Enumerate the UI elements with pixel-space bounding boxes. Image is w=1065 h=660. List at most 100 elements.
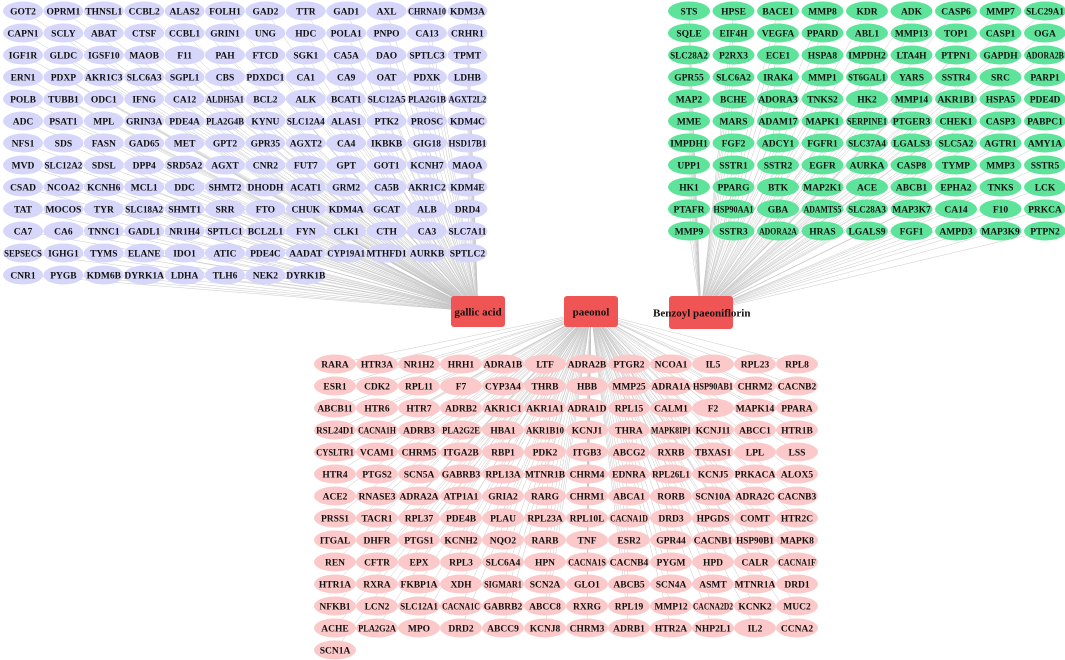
node-label: HSPA5 xyxy=(986,95,1016,105)
node-ellipse xyxy=(734,464,776,484)
node-label: DRD3 xyxy=(658,514,684,524)
target-node-agxt2l2: AGXT2L2 xyxy=(447,89,488,109)
node-ellipse xyxy=(692,574,734,594)
node-label: MAP3K7 xyxy=(892,205,931,215)
node-label: MAP2 xyxy=(676,95,703,105)
node-label: PLA2G4B xyxy=(206,117,244,127)
target-node-kcnj5: KCNJ5 xyxy=(692,464,734,484)
node-label: RPL23 xyxy=(741,360,770,370)
node-ellipse xyxy=(1024,111,1065,131)
target-node-prosc: PROSC xyxy=(407,111,447,131)
node-ellipse xyxy=(83,221,124,241)
edge-tacr1 xyxy=(376,311,592,519)
node-label: SQLE xyxy=(676,29,701,39)
target-node-mmp12: MMP12 xyxy=(650,596,692,616)
target-node-akr1b10: AKR1B10 xyxy=(524,420,566,440)
node-label: RARG xyxy=(531,492,560,502)
node-label: HTR2C xyxy=(781,514,813,524)
node-ellipse xyxy=(757,221,799,241)
node-label: RPL37 xyxy=(405,514,434,524)
target-node-capn1: CAPN1 xyxy=(3,23,43,43)
target-node-slc6a2: SLC6A2 xyxy=(712,67,755,87)
node-ellipse xyxy=(43,67,84,87)
target-node-map3k7: MAP3K7 xyxy=(890,199,933,219)
target-node-pah: PAH xyxy=(205,45,245,65)
node-ellipse xyxy=(712,155,755,175)
target-node-p2rx3: P2RX3 xyxy=(712,45,755,65)
node-ellipse xyxy=(440,486,482,506)
target-node-kynu: KYNU xyxy=(245,111,286,131)
edge-fyn xyxy=(305,230,479,312)
target-node-fasn: FASN xyxy=(83,133,124,153)
target-node-mmp9: MMP9 xyxy=(668,221,710,241)
node-ellipse xyxy=(608,420,650,440)
node-label: HSP90AA1 xyxy=(714,205,754,215)
node-label: MMP9 xyxy=(675,227,704,237)
target-node-lck: LCK xyxy=(1024,177,1065,197)
node-ellipse xyxy=(124,89,165,109)
node-label: HSPA8 xyxy=(808,51,838,61)
node-label: CCBL1 xyxy=(169,29,200,39)
node-label: AKR1C1 xyxy=(484,404,522,414)
edge-ppard xyxy=(700,32,823,313)
node-ellipse xyxy=(890,45,933,65)
node-label: AGXT xyxy=(211,161,239,171)
target-node-slc6a3: SLC6A3 xyxy=(124,67,165,87)
target-node-ace: ACE xyxy=(846,177,888,197)
node-ellipse xyxy=(935,221,977,241)
node-label: GADL1 xyxy=(128,227,160,237)
target-node-slc12a2: SLC12A2 xyxy=(43,155,84,175)
target-node-akr1c2: AKR1C2 xyxy=(407,177,447,197)
node-ellipse xyxy=(407,199,447,219)
node-label: TNNC1 xyxy=(88,227,120,237)
target-node-ighg1: IGHG1 xyxy=(43,243,84,263)
node-ellipse xyxy=(356,552,398,572)
node-label: PDXK xyxy=(414,73,442,83)
target-node-rpl23a: RPL23A xyxy=(524,508,566,528)
node-label: SRR xyxy=(215,205,234,215)
node-label: IDO1 xyxy=(173,249,196,259)
node-label: FTCD xyxy=(252,51,278,61)
node-label: GAD1 xyxy=(333,7,359,17)
target-node-hpse: HPSE xyxy=(712,1,755,21)
target-node-hras: HRAS xyxy=(801,221,844,241)
target-node-map2k1: MAP2K1 xyxy=(801,177,844,197)
node-label: KCNH6 xyxy=(87,183,121,193)
node-ellipse xyxy=(712,221,755,241)
node-label: CHRM4 xyxy=(570,470,605,480)
node-ellipse xyxy=(757,1,799,21)
edge-cacna1d xyxy=(590,311,630,519)
node-label: CA13 xyxy=(415,29,438,39)
node-ellipse xyxy=(366,133,407,153)
node-ellipse xyxy=(935,177,977,197)
node-ellipse xyxy=(285,221,326,241)
node-ellipse xyxy=(440,618,482,638)
target-node-pygm: PYGM xyxy=(650,552,692,572)
node-label: FGF2 xyxy=(722,139,746,149)
edge-pde4c xyxy=(265,252,479,312)
target-node-esr2: ESR2 xyxy=(608,530,650,550)
target-node-gcat: GCAT xyxy=(366,199,407,219)
target-node-pde4c: PDE4C xyxy=(245,243,286,263)
node-label: HTR3A xyxy=(361,360,393,370)
node-label: GPT2 xyxy=(213,139,238,149)
node-ellipse xyxy=(757,199,799,219)
node-label: HBA1 xyxy=(490,426,516,436)
target-node-slc12a4: SLC12A4 xyxy=(285,111,326,131)
node-label: MARS xyxy=(720,117,748,127)
node-label: CA9 xyxy=(337,73,356,83)
target-node-pde4b: PDE4B xyxy=(440,508,482,528)
target-node-comt: COMT xyxy=(734,508,776,528)
node-ellipse xyxy=(285,243,326,263)
node-label: MTHFD1 xyxy=(367,249,407,259)
node-ellipse xyxy=(692,398,734,418)
node-label: MMP1 xyxy=(808,73,837,83)
node-label: RXRA xyxy=(363,580,391,590)
node-label: VEGFA xyxy=(762,29,795,39)
node-label: SCN1A xyxy=(320,646,351,656)
node-label: OGA xyxy=(1034,29,1056,39)
target-node-axl: AXL xyxy=(366,1,407,21)
node-label: PSAT1 xyxy=(49,117,78,127)
node-ellipse xyxy=(650,486,692,506)
target-node-adrb2: ADRB2 xyxy=(440,398,482,418)
